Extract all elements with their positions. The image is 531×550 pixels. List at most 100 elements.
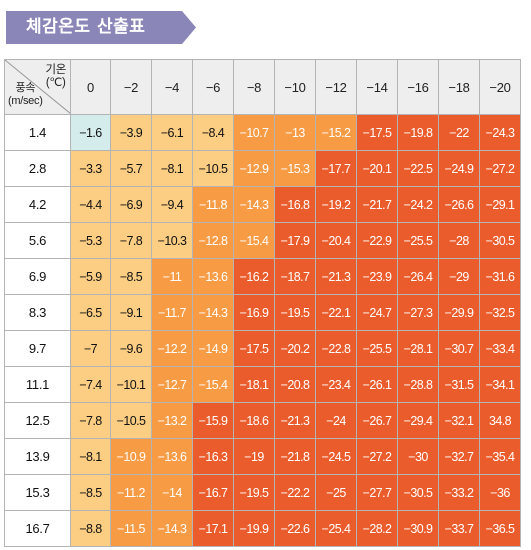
wind-chill-cell: −29 bbox=[438, 258, 480, 295]
wind-speed-cell: 12.5 bbox=[4, 402, 71, 439]
wind-chill-cell: −21.3 bbox=[274, 402, 316, 439]
wind-chill-cell: −36 bbox=[479, 474, 521, 511]
wind-chill-cell: −25.5 bbox=[397, 222, 439, 259]
wind-chill-cell: −5.7 bbox=[110, 150, 152, 187]
table-row: 11.1 −7.4 −10.1 −12.7 −15.4 −18.1 −20.8 −23.4 −2… bbox=[4, 366, 521, 403]
temperature-header: −20 bbox=[479, 59, 521, 115]
wind-chill-cell: −10.7 bbox=[233, 114, 275, 151]
temperature-label: 기온 bbox=[45, 64, 66, 76]
wind-chill-cell: −5.9 bbox=[70, 258, 111, 295]
wind-chill-cell: −20.1 bbox=[356, 150, 398, 187]
wind-chill-cell: −27.2 bbox=[479, 150, 521, 187]
wind-chill-cell: −17.7 bbox=[315, 150, 357, 187]
wind-speed-cell: 16.7 bbox=[4, 510, 71, 547]
wind-chill-cell: −4.4 bbox=[70, 186, 111, 223]
wind-chill-table: 기온 (℃) 풍속 (m/sec) 0 −2 −4 −6 −8 −10 −12 −14 −16−… bbox=[4, 59, 521, 547]
corner-diagonal bbox=[5, 60, 70, 114]
wind-chill-cell: −12.2 bbox=[151, 330, 193, 367]
wind-chill-cell: −30.5 bbox=[397, 474, 439, 511]
wind-chill-cell: −13.2 bbox=[151, 402, 193, 439]
wind-chill-cell: −27.7 bbox=[356, 474, 398, 511]
wind-chill-cell: −23.4 bbox=[315, 366, 357, 403]
wind-chill-cell: −19.9 bbox=[233, 510, 275, 547]
wind-chill-cell: −17.5 bbox=[233, 330, 275, 367]
wind-chill-cell: −21.3 bbox=[315, 258, 357, 295]
wind-chill-cell: 34.8 bbox=[479, 402, 521, 439]
wind-chill-cell: −16.3 bbox=[192, 438, 234, 475]
wind-chill-cell: −22.1 bbox=[315, 294, 357, 331]
table-row: 6.9 −5.9 −8.5 −11 −13.6 −16.2 −18.7 −21.3 −23.9−… bbox=[4, 258, 521, 295]
wind-chill-cell: −11.2 bbox=[110, 474, 152, 511]
wind-chill-cell: −22.5 bbox=[397, 150, 439, 187]
wind-chill-cell: −3.9 bbox=[110, 114, 152, 151]
wind-chill-cell: −17.1 bbox=[192, 510, 234, 547]
wind-chill-cell: −8.1 bbox=[70, 438, 111, 475]
table-row: 4.2 −4.4 −6.9 −9.4 −11.8 −14.3 −16.8 −19.2 −21.7… bbox=[4, 186, 521, 223]
wind-speed-cell: 6.9 bbox=[4, 258, 71, 295]
wind-chill-cell: −29.4 bbox=[397, 402, 439, 439]
wind-chill-cell: −24 bbox=[315, 402, 357, 439]
wind-axis-label: 풍속 (m/sec) bbox=[8, 82, 43, 108]
wind-chill-cell: −32.7 bbox=[438, 438, 480, 475]
wind-chill-cell: −7.4 bbox=[70, 366, 111, 403]
wind-chill-cell: −10.5 bbox=[192, 150, 234, 187]
wind-chill-cell: −18.6 bbox=[233, 402, 275, 439]
wind-chill-cell: −9.4 bbox=[151, 186, 193, 223]
title-banner: 체감온도 산출표 bbox=[6, 11, 196, 44]
wind-chill-cell: −8.1 bbox=[151, 150, 193, 187]
wind-chill-cell: −19 bbox=[233, 438, 275, 475]
wind-chill-cell: −11.7 bbox=[151, 294, 193, 331]
wind-chill-cell: −29.9 bbox=[438, 294, 480, 331]
wind-chill-cell: −17.5 bbox=[356, 114, 398, 151]
wind-chill-cell: −3.3 bbox=[70, 150, 111, 187]
wind-chill-cell: −24.2 bbox=[397, 186, 439, 223]
wind-chill-cell: −6.9 bbox=[110, 186, 152, 223]
wind-chill-cell: −24.3 bbox=[479, 114, 521, 151]
table-row: 12.5 −7.8 −10.5 −13.2 −15.9 −18.6 −21.3 −24 −26.… bbox=[4, 402, 521, 439]
wind-chill-cell: −7 bbox=[70, 330, 111, 367]
wind-chill-cell: −31.5 bbox=[438, 366, 480, 403]
wind-chill-cell: −33.7 bbox=[438, 510, 480, 547]
wind-chill-cell: −6.1 bbox=[151, 114, 193, 151]
wind-label: 풍속 bbox=[15, 82, 36, 94]
page-title: 체감온도 산출표 bbox=[26, 17, 146, 37]
wind-speed-cell: 1.4 bbox=[4, 114, 71, 151]
wind-speed-cell: 8.3 bbox=[4, 294, 71, 331]
wind-chill-cell: −36.5 bbox=[479, 510, 521, 547]
wind-chill-cell: −26.1 bbox=[356, 366, 398, 403]
wind-chill-cell: −24.5 bbox=[315, 438, 357, 475]
wind-chill-cell: −24.9 bbox=[438, 150, 480, 187]
wind-chill-cell: −1.6 bbox=[70, 114, 111, 151]
wind-chill-cell: −13 bbox=[274, 114, 316, 151]
wind-chill-cell: −8.8 bbox=[70, 510, 111, 547]
wind-chill-cell: −15.4 bbox=[192, 366, 234, 403]
temperature-header: −18 bbox=[438, 59, 480, 115]
wind-chill-cell: −28 bbox=[438, 222, 480, 259]
temperature-header: −2 bbox=[110, 59, 152, 115]
wind-chill-cell: −26.6 bbox=[438, 186, 480, 223]
wind-chill-cell: −10.9 bbox=[110, 438, 152, 475]
wind-speed-cell: 4.2 bbox=[4, 186, 71, 223]
wind-chill-cell: −5.3 bbox=[70, 222, 111, 259]
table-row: 5.6 −5.3 −7.8 −10.3 −12.8 −15.4 −17.9 −20.4 −22.… bbox=[4, 222, 521, 259]
wind-chill-cell: −22.6 bbox=[274, 510, 316, 547]
wind-speed-cell: 9.7 bbox=[4, 330, 71, 367]
wind-chill-cell: −9.6 bbox=[110, 330, 152, 367]
wind-chill-cell: −30.5 bbox=[479, 222, 521, 259]
temperature-header: −12 bbox=[315, 59, 357, 115]
wind-chill-cell: −25 bbox=[315, 474, 357, 511]
wind-speed-cell: 13.9 bbox=[4, 438, 71, 475]
wind-chill-cell: −32.5 bbox=[479, 294, 521, 331]
wind-chill-cell: −28.1 bbox=[397, 330, 439, 367]
header-row: 기온 (℃) 풍속 (m/sec) 0 −2 −4 −6 −8 −10 −12 −14 −16−… bbox=[4, 59, 521, 115]
wind-chill-cell: −15.3 bbox=[274, 150, 316, 187]
wind-chill-cell: −26.4 bbox=[397, 258, 439, 295]
table-row: 13.9 −8.1 −10.9 −13.6 −16.3 −19 −21.8 −24.5 −27.… bbox=[4, 438, 521, 475]
wind-chill-cell: −11.8 bbox=[192, 186, 234, 223]
wind-chill-cell: −22.9 bbox=[356, 222, 398, 259]
wind-chill-cell: −17.9 bbox=[274, 222, 316, 259]
wind-chill-cell: −21.7 bbox=[356, 186, 398, 223]
temperature-header: −14 bbox=[356, 59, 398, 115]
wind-chill-cell: −7.8 bbox=[110, 222, 152, 259]
wind-chill-cell: −30.9 bbox=[397, 510, 439, 547]
